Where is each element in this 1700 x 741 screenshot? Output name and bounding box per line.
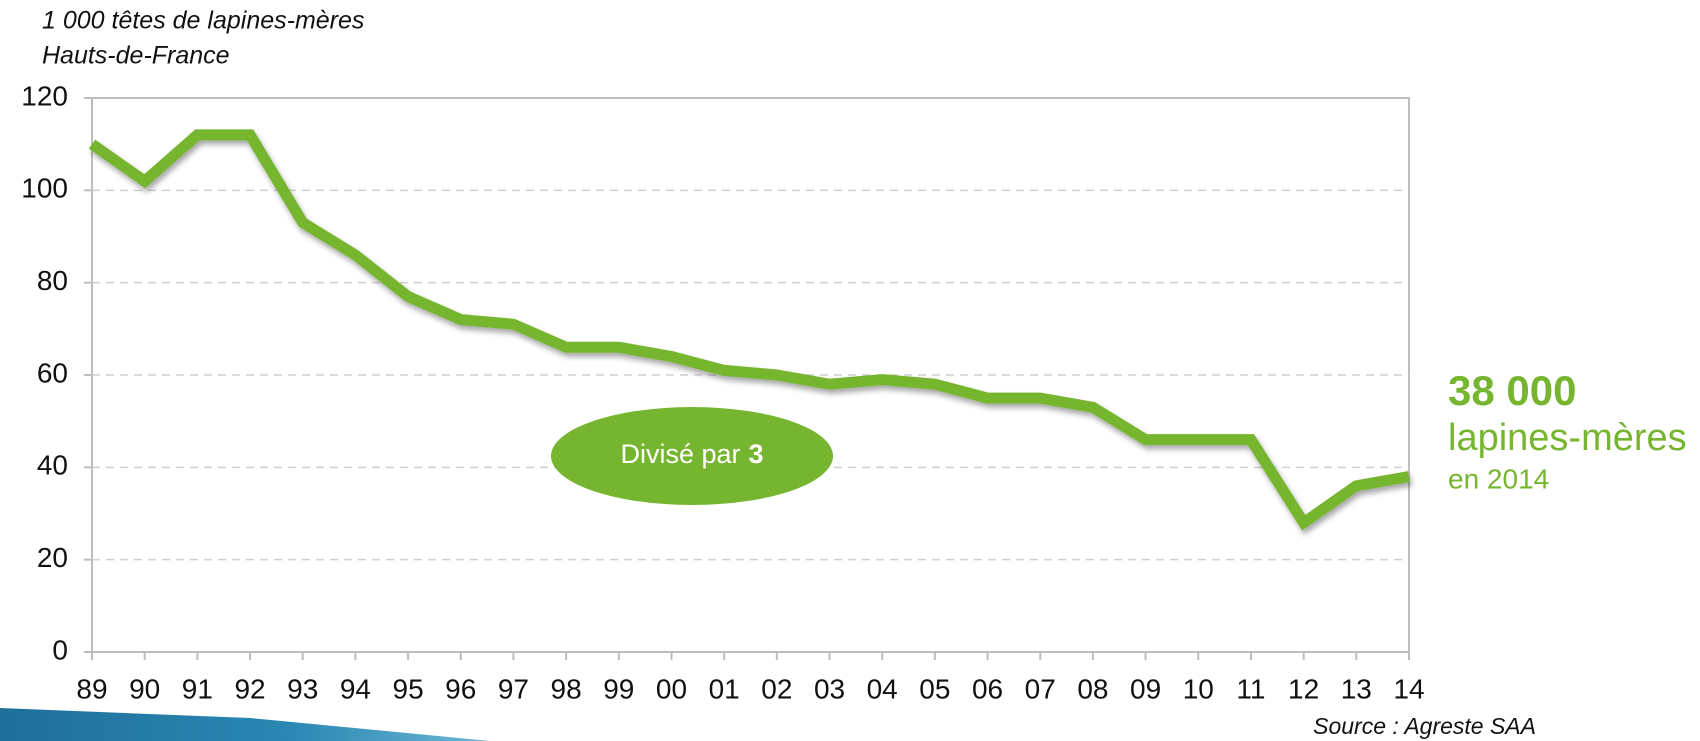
x-tick-label: 06: [972, 673, 1003, 704]
x-tick-label: 95: [393, 673, 424, 704]
x-tick-label: 89: [76, 673, 107, 704]
y-tick-label: 20: [37, 542, 68, 573]
x-tick-label: 09: [1130, 673, 1161, 704]
annotation-bubble: [551, 407, 833, 505]
y-tick-label: 60: [37, 357, 68, 388]
annotation-text: Divisé par: [620, 439, 740, 469]
callout-number: 38 000: [1448, 367, 1576, 414]
x-tick-label: 98: [551, 673, 582, 704]
x-tick-label: 93: [287, 673, 318, 704]
x-tick-label: 11: [1236, 673, 1265, 704]
annotation-emphasis: 3: [749, 439, 764, 469]
source: Source : Agreste SAA: [1313, 713, 1536, 739]
x-tick-label: 02: [761, 673, 792, 704]
axis-label: Hauts-de-France: [42, 42, 230, 70]
y-tick-label: 80: [37, 265, 68, 296]
x-tick-label: 08: [1077, 673, 1108, 704]
x-tick-label: 99: [603, 673, 634, 704]
annotation: Divisé par 3: [620, 439, 763, 469]
callout-line: lapines-mères: [1448, 417, 1687, 459]
x-tick-label: 00: [656, 673, 687, 704]
x-tick-label: 97: [498, 673, 529, 704]
y-tick-label: 0: [52, 634, 68, 665]
axis-label: 1 000 têtes de lapines-mères: [42, 7, 364, 35]
decor-band: [0, 708, 490, 741]
x-tick-label: 94: [340, 673, 371, 704]
x-tick-label: 91: [182, 673, 213, 704]
x-tick-label: 92: [234, 673, 265, 704]
x-tick-label: 10: [1183, 673, 1214, 704]
x-tick-label: 12: [1288, 673, 1319, 704]
x-tick-label: 03: [814, 673, 845, 704]
y-tick-label: 40: [37, 450, 68, 481]
x-tick-label: 96: [445, 673, 476, 704]
x-tick-label: 05: [919, 673, 950, 704]
callout-line: en 2014: [1448, 463, 1549, 494]
x-tick-label: 07: [1025, 673, 1056, 704]
x-tick-label: 13: [1341, 673, 1372, 704]
y-tick-label: 100: [21, 173, 68, 204]
x-tick-label: 04: [867, 673, 898, 704]
x-tick-label: 90: [129, 673, 160, 704]
x-tick-label: 14: [1393, 673, 1424, 704]
y-tick-label: 120: [21, 80, 68, 111]
x-tick-label: 01: [709, 673, 740, 704]
data-line: [88, 129, 1410, 531]
